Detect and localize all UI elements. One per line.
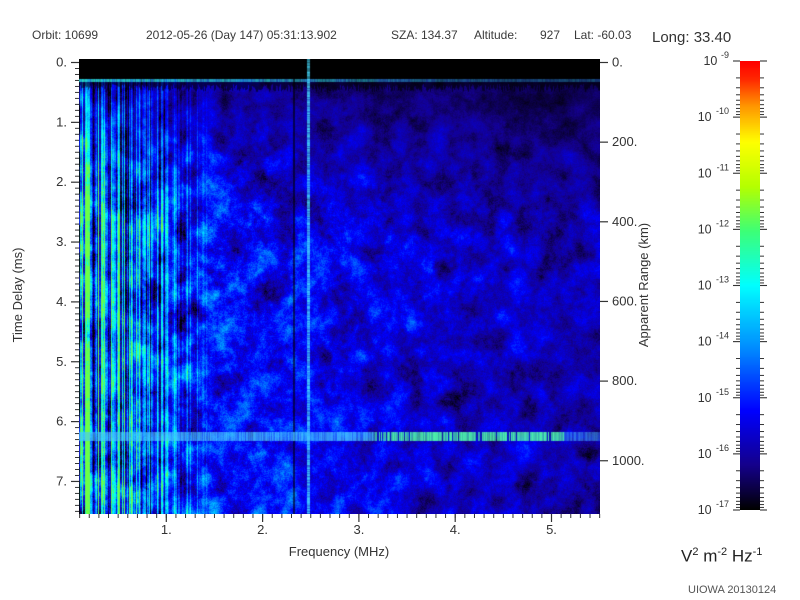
svg-text:5.: 5. xyxy=(56,354,67,369)
svg-text:10: 10 xyxy=(698,166,712,180)
svg-text:3.: 3. xyxy=(56,234,67,249)
svg-text:-10: -10 xyxy=(716,106,729,116)
svg-text:-15: -15 xyxy=(716,387,729,397)
svg-text:10: 10 xyxy=(698,391,712,405)
svg-text:3.: 3. xyxy=(353,522,364,537)
svg-text:10: 10 xyxy=(698,335,712,349)
svg-text:1.: 1. xyxy=(161,522,172,537)
svg-text:7.: 7. xyxy=(56,473,67,488)
svg-text:-12: -12 xyxy=(716,218,729,228)
svg-text:600.: 600. xyxy=(612,293,637,308)
svg-text:6.: 6. xyxy=(56,414,67,429)
svg-text:1.: 1. xyxy=(56,114,67,129)
svg-text:-13: -13 xyxy=(716,275,729,285)
svg-text:200.: 200. xyxy=(612,134,637,149)
svg-text:-17: -17 xyxy=(716,499,729,509)
svg-text:2.: 2. xyxy=(56,174,67,189)
svg-text:5.: 5. xyxy=(546,522,557,537)
svg-text:10: 10 xyxy=(698,503,712,517)
svg-text:10: 10 xyxy=(698,110,712,124)
svg-text:10: 10 xyxy=(698,279,712,293)
svg-text:10: 10 xyxy=(698,447,712,461)
svg-text:400.: 400. xyxy=(612,214,637,229)
svg-text:Apparent Range (km): Apparent Range (km) xyxy=(636,223,651,347)
svg-text:800.: 800. xyxy=(612,373,637,388)
svg-text:4.: 4. xyxy=(56,294,67,309)
svg-text:Time Delay (ms): Time Delay (ms) xyxy=(10,248,25,343)
svg-text:Frequency (MHz): Frequency (MHz) xyxy=(289,544,389,559)
svg-text:-16: -16 xyxy=(716,443,729,453)
svg-text:1000.: 1000. xyxy=(612,453,645,468)
svg-text:2.: 2. xyxy=(257,522,268,537)
svg-text:4.: 4. xyxy=(450,522,461,537)
svg-text:10: 10 xyxy=(698,222,712,236)
svg-text:-14: -14 xyxy=(716,331,729,341)
svg-text:0.: 0. xyxy=(612,55,623,70)
svg-text:-9: -9 xyxy=(721,50,729,60)
svg-text:0.: 0. xyxy=(56,55,67,70)
svg-text:10: 10 xyxy=(703,54,717,68)
svg-text:-11: -11 xyxy=(717,162,729,172)
